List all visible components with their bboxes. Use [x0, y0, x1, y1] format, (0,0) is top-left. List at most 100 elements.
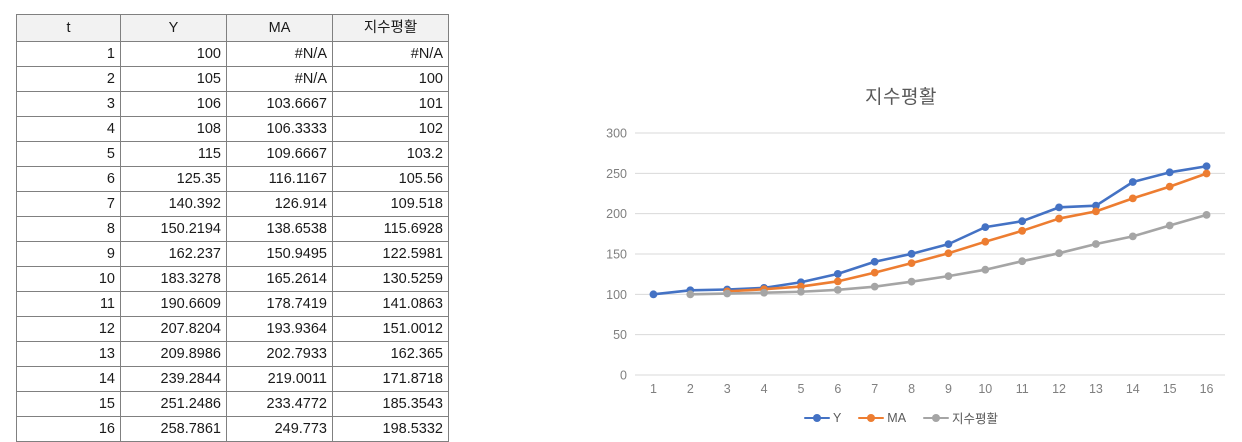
table-row: 15 251.2486 233.4772 185.3543 — [16, 391, 449, 417]
y-axis-tick-label: 200 — [606, 207, 627, 221]
data-point — [944, 240, 953, 249]
data-point — [723, 289, 732, 298]
table-row: 9 162.237 150.9495 122.5981 — [16, 241, 449, 267]
y-axis-tick-label: 0 — [620, 369, 627, 383]
column-header-exponential-smoothing: 지수평활 — [332, 14, 449, 42]
data-point — [1128, 178, 1137, 186]
cell-y: 150.2194 — [120, 216, 227, 242]
data-point — [833, 277, 842, 286]
y-axis-tick-label: 250 — [606, 167, 627, 181]
x-axis-tick-label: 14 — [1126, 382, 1140, 396]
cell-t: 1 — [16, 41, 121, 67]
cell-y: 125.35 — [120, 166, 227, 192]
cell-ma: 193.9364 — [226, 316, 333, 342]
data-point — [1128, 194, 1137, 203]
legend-item-ma[interactable]: MA — [858, 411, 906, 425]
table-row: 8 150.2194 138.6538 115.6928 — [16, 216, 449, 242]
cell-y: 251.2486 — [120, 391, 227, 417]
table-row: 11 190.6609 178.7419 141.0863 — [16, 291, 449, 317]
data-point — [981, 265, 990, 274]
cell-ma: 150.9495 — [226, 241, 333, 267]
data-point — [1165, 221, 1174, 230]
x-axis-tick-label: 8 — [908, 382, 915, 396]
x-axis-tick-label: 13 — [1089, 382, 1103, 396]
data-point — [1092, 201, 1100, 210]
data-point — [686, 290, 695, 299]
data-point — [1092, 240, 1100, 248]
data-point — [1055, 249, 1063, 258]
x-axis-tick-label: 10 — [978, 382, 992, 396]
series-line-Y — [652, 164, 1208, 296]
data-point — [1018, 257, 1027, 266]
data-point — [1202, 210, 1211, 219]
data-point — [981, 237, 990, 246]
data-point — [981, 223, 990, 232]
cell-y: 108 — [120, 116, 227, 142]
legend-swatch-y-icon — [803, 412, 830, 424]
cell-ma: 138.6538 — [226, 216, 333, 242]
cell-exponential-smoothing: 115.6928 — [332, 216, 449, 242]
cell-y: 105 — [120, 66, 227, 92]
cell-ma: #N/A — [226, 41, 333, 67]
legend-item-y[interactable]: Y — [803, 410, 842, 425]
cell-t: 3 — [16, 91, 121, 117]
cell-exponential-smoothing: 100 — [332, 66, 449, 92]
table-row: 10 183.3278 165.2614 130.5259 — [16, 266, 449, 292]
x-axis-tick-label: 11 — [1016, 382, 1029, 396]
cell-exponential-smoothing: 198.5332 — [332, 416, 449, 442]
x-axis-tick-label: 12 — [1052, 382, 1066, 396]
data-point — [1202, 169, 1211, 178]
cell-ma: 109.6667 — [226, 141, 333, 167]
data-point — [1018, 217, 1027, 226]
cell-exponential-smoothing: 141.0863 — [332, 291, 449, 317]
cell-y: 106 — [120, 91, 227, 117]
cell-t: 7 — [16, 191, 121, 217]
cell-ma: 219.0011 — [226, 366, 333, 392]
cell-y: 190.6609 — [120, 291, 227, 317]
x-axis-tick-label: 16 — [1200, 382, 1214, 396]
column-header-ma: MA — [226, 14, 333, 42]
cell-t: 8 — [16, 216, 121, 242]
x-axis-tick-label: 5 — [797, 382, 804, 396]
x-axis-tick-label: 2 — [687, 382, 694, 396]
cell-ma: #N/A — [226, 66, 333, 92]
x-axis-tick-label: 4 — [761, 382, 768, 396]
cell-t: 4 — [16, 116, 121, 142]
cell-exponential-smoothing: 103.2 — [332, 141, 449, 167]
data-point — [833, 269, 842, 278]
table-row: 16 258.7861 249.773 198.5332 — [16, 416, 449, 442]
cell-y: 162.237 — [120, 241, 227, 267]
cell-y: 239.2844 — [120, 366, 227, 392]
data-point — [944, 249, 953, 258]
table-header-row: t Y MA 지수평활 — [16, 14, 449, 42]
x-axis-tick-label: 3 — [724, 382, 731, 396]
table-row: 6 125.35 116.1167 105.56 — [16, 166, 449, 192]
y-axis-tick-label: 300 — [606, 127, 627, 141]
cell-t: 11 — [16, 291, 121, 317]
cell-exponential-smoothing: #N/A — [332, 41, 449, 67]
cell-t: 5 — [16, 141, 121, 167]
data-point — [944, 272, 953, 280]
cell-ma: 249.773 — [226, 416, 333, 442]
data-point — [1092, 207, 1100, 216]
y-axis-tick-label: 50 — [613, 328, 627, 342]
cell-exponential-smoothing: 171.8718 — [332, 366, 449, 392]
data-point — [870, 268, 879, 277]
data-point — [870, 282, 879, 291]
cell-exponential-smoothing: 151.0012 — [332, 316, 449, 342]
legend-label-ma: MA — [887, 410, 907, 425]
cell-t: 10 — [16, 266, 121, 292]
cell-exponential-smoothing: 185.3543 — [332, 391, 449, 417]
cell-ma: 233.4772 — [226, 391, 333, 417]
data-point — [1055, 214, 1063, 223]
cell-exponential-smoothing: 162.365 — [332, 341, 449, 367]
legend-label-y: Y — [832, 410, 842, 425]
cell-y: 100 — [120, 41, 227, 67]
cell-exponential-smoothing: 101 — [332, 91, 449, 117]
y-axis-tick-label: 150 — [606, 248, 627, 262]
legend-swatch-exponential-smoothing-icon — [923, 412, 950, 424]
forecast-data-table-container: t Y MA 지수평활 1 100 #N/A #N/A 2 105 #N/A 100 3 106 1… — [16, 14, 449, 442]
legend-item-exponential-smoothing[interactable]: 지수평활 — [923, 408, 998, 427]
column-header-t: t — [16, 14, 121, 42]
